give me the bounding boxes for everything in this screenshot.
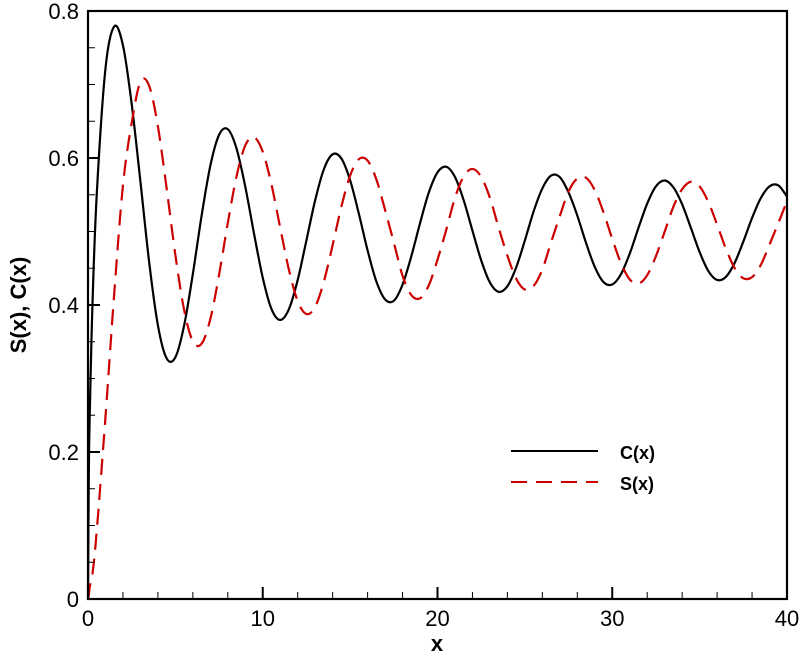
x-axis-ticks: 0 10 20 30 40 (82, 587, 799, 631)
x-tick-label: 30 (600, 606, 624, 631)
y-tick-label: 0.2 (48, 440, 79, 465)
plot-curves (86, 24, 789, 600)
legend-label-s: S(x) (620, 474, 654, 494)
y-axis-title: S(x), C(x) (6, 257, 31, 354)
s-curve (86, 77, 789, 600)
plot-frame (86, 9, 789, 601)
x-axis-title: x (431, 631, 444, 656)
y-tick-label: 0 (67, 587, 79, 612)
y-tick-label: 0.6 (48, 146, 79, 171)
c-curve (86, 24, 788, 600)
y-tick-label: 0.8 (48, 0, 79, 24)
x-tick-label: 20 (425, 606, 449, 631)
legend-label-c: C(x) (620, 443, 655, 463)
x-tick-label: 10 (251, 606, 275, 631)
x-tick-label: 0 (82, 606, 94, 631)
y-tick-label: 0.4 (48, 293, 79, 318)
x-tick-label: 40 (775, 606, 799, 631)
legend: C(x) S(x) (511, 443, 655, 494)
y-axis-ticks: 0 0.2 0.4 0.6 0.8 (48, 0, 100, 612)
